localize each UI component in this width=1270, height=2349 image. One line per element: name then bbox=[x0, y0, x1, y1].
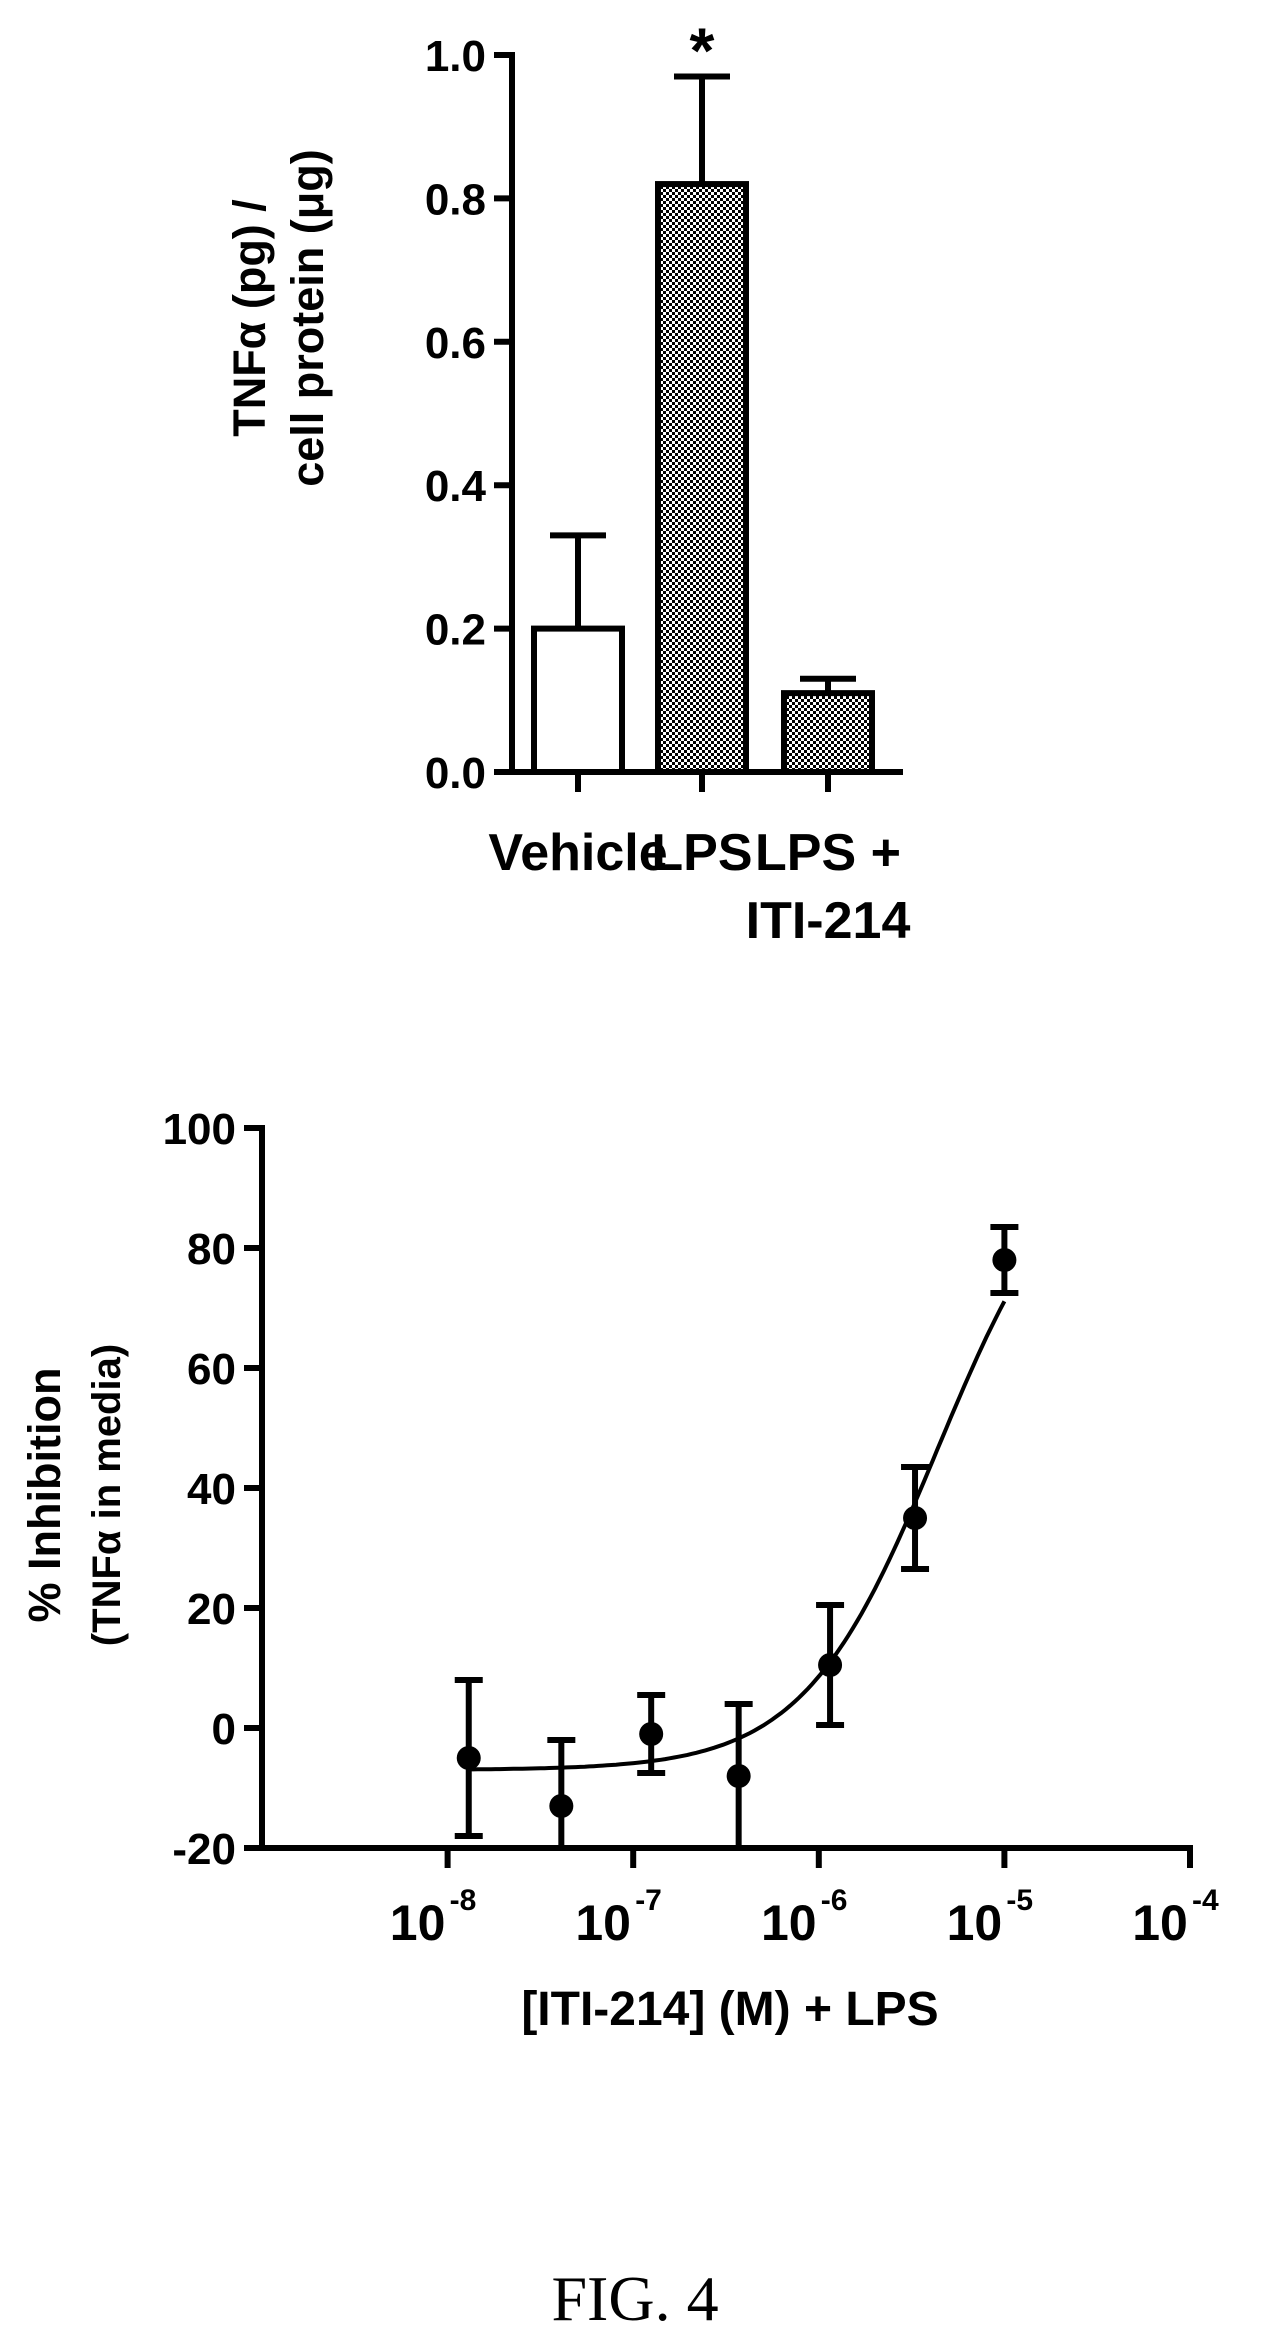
dose-chart-x-tick-exponent: -5 bbox=[1006, 1884, 1033, 1917]
dose-chart-x-tick-label: 10 bbox=[575, 1895, 631, 1951]
dose-chart-x-tick-exponent: -6 bbox=[821, 1884, 848, 1917]
dose-chart-y-tick-label: -20 bbox=[172, 1825, 236, 1874]
dose-chart-y-ticks: -20 0 20 40 60 80 100 bbox=[163, 1105, 262, 1874]
dose-chart-y-tick-label: 80 bbox=[187, 1225, 236, 1274]
bar-chart-y-tick-label: 0.2 bbox=[425, 606, 486, 655]
bar-chart-y-tick-label: 0.6 bbox=[425, 319, 486, 368]
data-point bbox=[456, 1746, 481, 1770]
fit-curve-line bbox=[468, 1300, 1007, 1772]
bar bbox=[781, 690, 875, 776]
figure-caption: FIG. 4 bbox=[551, 2263, 718, 2334]
dose-chart-x-ticks: 10 -8 10 -7 10 -6 10 -5 10 -4 bbox=[390, 1848, 1219, 1951]
bar-category-label: ITI-214 bbox=[746, 892, 911, 950]
dose-chart-x-tick-exponent: -8 bbox=[450, 1884, 477, 1917]
bar bbox=[531, 625, 625, 775]
dose-chart-y-tick-label: 60 bbox=[187, 1345, 236, 1394]
bar-category-label: Vehicle bbox=[488, 824, 667, 882]
bar-chart-y-ticks: 0.0 0.2 0.4 0.6 0.8 1.0 bbox=[425, 32, 512, 798]
dose-chart-x-label: [ITI-214] (M) + LPS bbox=[521, 1983, 938, 2036]
dose-chart-x-tick-label: 10 bbox=[390, 1895, 446, 1951]
dose-chart-x-tick-label: 10 bbox=[947, 1895, 1003, 1951]
dose-chart-y-label-line-2: (TNFα in media) bbox=[85, 1344, 129, 1646]
bar-category-label: LPS + bbox=[755, 824, 901, 882]
data-point bbox=[726, 1764, 751, 1788]
data-point bbox=[818, 1653, 843, 1677]
data-point bbox=[549, 1794, 574, 1818]
dose-chart-y-label-line-1: % Inhibition bbox=[19, 1368, 70, 1623]
data-point bbox=[992, 1248, 1017, 1272]
dose-chart-y-tick-label: 20 bbox=[187, 1585, 236, 1634]
dose-chart-y-tick-label: 0 bbox=[212, 1705, 236, 1754]
dose-chart-axis-lines bbox=[259, 1125, 1193, 1851]
dose-chart-points bbox=[454, 1224, 1019, 1851]
significance-asterisk: * bbox=[690, 15, 715, 87]
bar-chart-bars: * bbox=[531, 15, 875, 776]
bar-chart-y-tick-label: 0.8 bbox=[425, 175, 486, 224]
bar-category-label: LPS bbox=[651, 824, 752, 882]
dose-chart-y-tick-label: 40 bbox=[187, 1465, 236, 1514]
dose-chart-axes bbox=[259, 1125, 1193, 1851]
bar bbox=[655, 181, 749, 775]
dose-chart-x-tick-label: 10 bbox=[1132, 1895, 1188, 1951]
bar-chart-y-tick-label: 0.0 bbox=[425, 749, 486, 798]
dose-chart-x-tick-exponent: -7 bbox=[635, 1884, 662, 1917]
data-point bbox=[903, 1506, 928, 1530]
bar-chart-y-tick-label: 1.0 bbox=[425, 32, 486, 81]
data-point bbox=[639, 1722, 664, 1746]
dose-chart-fit-curve bbox=[468, 1300, 1007, 1772]
bar-chart-y-tick-label: 0.4 bbox=[425, 462, 487, 511]
bar-chart-y-label-line-1: TNFα (pg) / bbox=[224, 199, 275, 437]
dose-chart-y-tick-label: 100 bbox=[163, 1105, 236, 1154]
dose-chart-x-tick-exponent: -4 bbox=[1192, 1884, 1219, 1917]
dose-chart-x-tick-label: 10 bbox=[761, 1895, 817, 1951]
bar-chart-y-label-line-2: cell protein (μg) bbox=[282, 149, 333, 487]
